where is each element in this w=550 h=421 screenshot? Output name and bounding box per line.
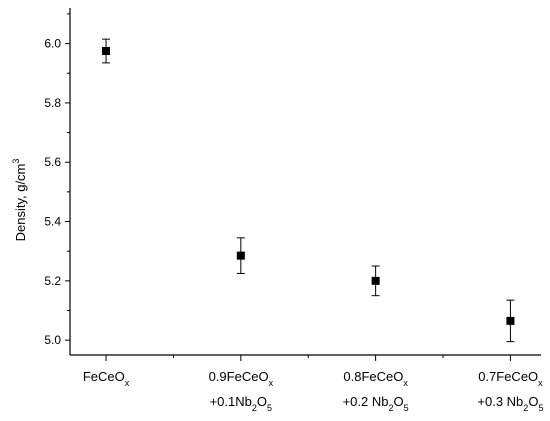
y-ticks: 5.0 5.2 5.4 5.6 5.8 6.0 [44,13,70,347]
data-point [506,316,515,325]
category-label: +0.1Nb2O5 [210,394,272,413]
category-label: +0.3 Nb2O5 [477,394,543,413]
axes [69,8,541,356]
category-label: +0.2 Nb2O5 [343,394,409,413]
category-label: 0.9FeCeOx [209,369,274,388]
y-tick-label: 5.0 [44,333,61,347]
data-point [371,276,380,285]
y-tick-label: 5.6 [44,155,61,169]
category-label: 0.7FeCeOx [478,369,543,388]
x-ticks [105,355,511,361]
data-points [102,47,515,325]
error-bars [102,38,515,343]
y-tick-label: 5.2 [44,274,61,288]
y-tick-label: 5.4 [44,215,61,229]
data-point [102,47,111,56]
y-axis-title: Density, g/cm3 [11,159,28,242]
y-tick-label: 5.8 [44,96,61,110]
y-tick-label: 6.0 [44,37,61,51]
category-label: 0.8FeCeOx [343,369,408,388]
category-label: FeCeOx [83,369,130,388]
category-labels: FeCeOx 0.9FeCeOx +0.1Nb2O5 0.8FeCeOx +0.2 Nb… [83,369,544,413]
data-point [236,251,245,260]
